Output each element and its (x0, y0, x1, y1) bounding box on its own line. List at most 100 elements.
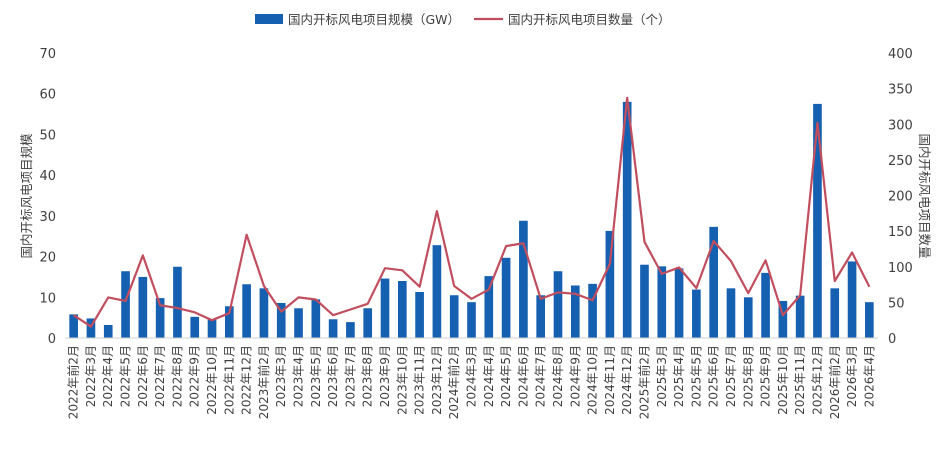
left-tick-label: 20 (39, 251, 56, 266)
x-tick-label: 2024年4月 (482, 345, 496, 407)
x-tick-label: 2025年9月 (759, 345, 773, 407)
x-tick-label: 2023年12月 (430, 345, 444, 415)
legend: 国内开标风电项目规模（GW） 国内开标风电项目数量（个） (255, 12, 671, 27)
x-tick-label: 2025年3月 (655, 345, 669, 407)
legend-label-bars: 国内开标风电项目规模（GW） (288, 12, 460, 27)
bar (397, 281, 407, 338)
x-tick-label: 2024年10月 (586, 345, 600, 415)
bar (847, 261, 857, 338)
right-tick-label: 0 (888, 332, 896, 347)
bar (242, 284, 251, 338)
bar (778, 300, 788, 338)
right-tick-label: 150 (888, 225, 913, 240)
x-tick-label: 2024年5月 (499, 345, 513, 407)
bar (519, 220, 528, 338)
x-tick-label: 2022年8月 (170, 345, 184, 407)
bar (588, 283, 597, 338)
x-tick-label: 2022年12月 (240, 345, 254, 415)
x-tick-label: 2022年5月 (119, 345, 133, 407)
x-tick-label: 2023年9月 (378, 345, 392, 407)
right-tick-label: 50 (888, 296, 905, 311)
bar (311, 299, 321, 338)
bar (536, 295, 546, 338)
bar (432, 245, 442, 338)
bar (501, 257, 511, 338)
bar (570, 285, 580, 338)
bar (484, 276, 494, 338)
x-tick-label: 2024年6月 (516, 345, 530, 407)
x-tick-label: 2024年9月 (568, 345, 582, 407)
x-tick-label: 2023年10月 (395, 345, 409, 415)
x-tick-label: 2022年9月 (188, 345, 202, 407)
bar (605, 230, 615, 338)
bar (346, 322, 355, 338)
x-tick-label: 2026年前2月 (827, 345, 842, 419)
right-tick-label: 200 (888, 190, 913, 205)
legend-swatch-bars (255, 14, 283, 24)
x-tick-label: 2023年4月 (292, 345, 306, 407)
x-tick-label: 2024年7月 (534, 345, 548, 407)
x-tick-label: 2022年7月 (153, 345, 167, 407)
bar (726, 288, 736, 338)
right-tick-label: 100 (888, 261, 913, 276)
bar (813, 103, 822, 339)
left-tick-label: 60 (39, 88, 56, 103)
x-tick-label: 2026年4月 (862, 345, 876, 407)
x-tick-label: 2025年8月 (741, 345, 755, 407)
left-tick-label: 30 (39, 210, 56, 225)
x-tick-label: 2025年7月 (724, 345, 738, 407)
x-tick-label: 2022年11月 (222, 345, 236, 415)
x-tick-label: 2023年3月 (274, 345, 288, 407)
bar (692, 289, 701, 338)
bar (69, 314, 78, 338)
bar (467, 302, 476, 338)
right-tick-label: 400 (888, 47, 913, 62)
bar (363, 308, 373, 338)
left-tick-label: 40 (39, 169, 56, 184)
bar (674, 268, 684, 338)
line-series (73, 96, 871, 328)
left-tick-label: 50 (39, 128, 56, 143)
bar (207, 319, 217, 338)
bar (190, 316, 200, 338)
bar (795, 295, 805, 338)
x-tick-label: 2022年3月 (84, 345, 98, 407)
bar (553, 271, 563, 338)
bar (294, 308, 303, 338)
left-tick-label: 0 (48, 332, 56, 347)
x-tick-label: 2024年12月 (620, 345, 634, 415)
right-axis-ticks: 0 50 100 150 200 250 300 350 400 (888, 47, 913, 347)
x-tick-label: 2023年7月 (343, 345, 357, 407)
bar (86, 318, 96, 338)
bar (640, 264, 649, 338)
bar (328, 319, 338, 338)
bar (276, 302, 286, 338)
right-tick-label: 350 (888, 83, 913, 98)
bar (830, 288, 840, 338)
bar (173, 266, 182, 338)
bar (121, 271, 130, 338)
left-axis-title: 国内开标风电项目规模 (19, 133, 34, 259)
x-tick-label: 2025年12月 (810, 345, 824, 415)
bar (761, 272, 770, 338)
x-tick-label: 2026年3月 (845, 345, 859, 407)
x-tick-label: 2024年3月 (465, 345, 479, 407)
left-tick-label: 70 (39, 47, 56, 62)
x-tick-label: 2023年6月 (326, 345, 340, 407)
x-tick-label: 2023年11月 (413, 345, 427, 415)
bar (657, 266, 667, 338)
right-tick-label: 250 (888, 154, 913, 169)
bar (155, 298, 165, 338)
x-tick-label: 2023年5月 (309, 345, 323, 407)
x-tick-label: 2024年11月 (603, 345, 617, 415)
bar-series (69, 101, 874, 339)
bar (622, 101, 632, 338)
bar (138, 276, 148, 338)
bar (865, 302, 874, 338)
bar (225, 306, 234, 338)
right-axis-title: 国内开标风电项目数量 (917, 133, 932, 258)
x-tick-label: 2025年6月 (707, 345, 721, 407)
bar (743, 297, 753, 338)
x-axis-ticks: 2022年前2月 2022年3月 2022年4月 2022年5月 2022年6月 2022… (66, 345, 877, 419)
x-tick-label: 2025年5月 (689, 345, 703, 407)
